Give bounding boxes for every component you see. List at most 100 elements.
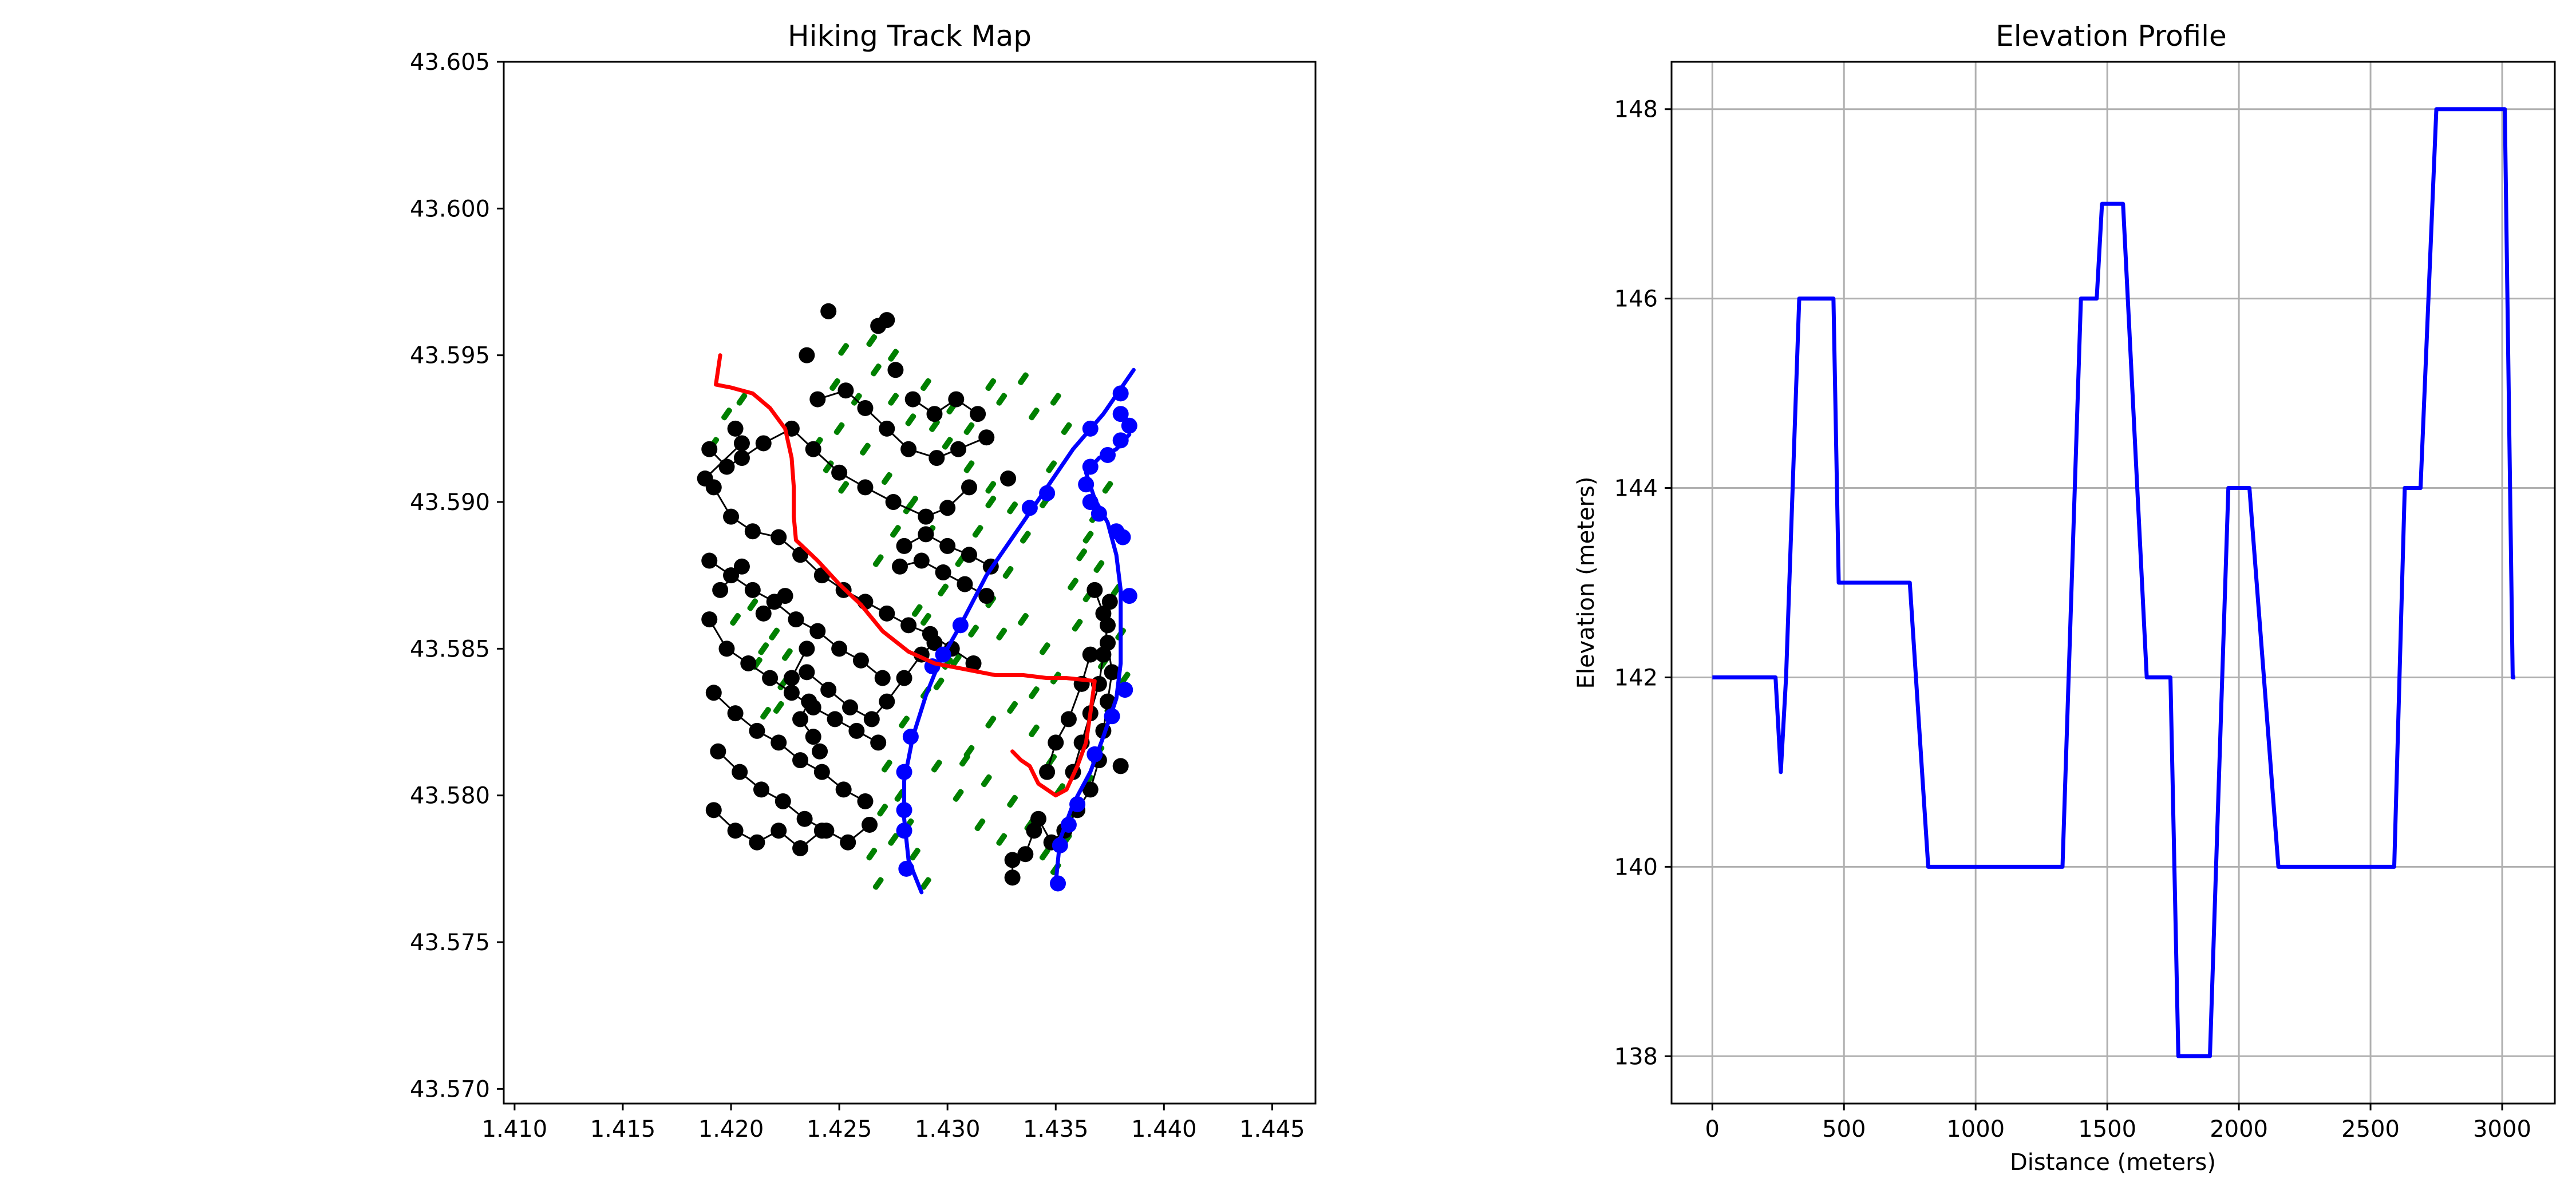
blue-marker (1117, 682, 1133, 698)
black-point (1048, 734, 1064, 751)
black-point (879, 420, 895, 437)
black-point (1000, 470, 1017, 487)
black-point (862, 816, 878, 833)
elevation-y-label: Elevation (meters) (1573, 477, 1599, 689)
blue-marker (1082, 458, 1099, 475)
green-point (758, 642, 769, 655)
black-point (879, 693, 895, 710)
green-point (781, 648, 793, 661)
black-point (799, 664, 815, 681)
black-point (749, 722, 765, 739)
black-point (701, 552, 718, 569)
blue-marker (898, 860, 915, 877)
black-point (950, 441, 967, 457)
black-point (904, 391, 921, 408)
map-series-1 (697, 303, 1129, 886)
black-point (837, 382, 854, 399)
green-point (1007, 501, 1018, 515)
black-point (805, 441, 821, 457)
black-point (879, 312, 895, 329)
green-point (872, 554, 884, 567)
blue-marker (1108, 523, 1125, 540)
black-point (771, 529, 787, 545)
green-point (1068, 578, 1078, 591)
black-point (775, 793, 791, 809)
black-point (1099, 617, 1116, 634)
green-point (730, 612, 741, 626)
green-point (1046, 460, 1057, 473)
green-point (1020, 531, 1031, 544)
black-point (697, 470, 713, 487)
map-plot-area (503, 61, 1317, 1105)
green-point (963, 422, 975, 435)
black-point (705, 685, 722, 701)
black-point (1086, 582, 1103, 598)
elevation-x-tick-label: 1000 (1946, 1116, 2005, 1142)
black-point (1060, 711, 1077, 727)
black-point (961, 547, 977, 563)
black-point (762, 670, 779, 686)
elevation-plot-area (1670, 61, 2556, 1105)
black-point (744, 582, 761, 598)
green-point (833, 422, 845, 435)
black-point (809, 623, 826, 639)
blue-marker (1086, 746, 1103, 762)
black-point (926, 406, 943, 422)
black-point (918, 526, 934, 543)
black-point (1099, 693, 1116, 710)
black-point (812, 743, 828, 760)
red-track-line (714, 353, 1097, 798)
green-point (1018, 612, 1029, 626)
black-point (813, 823, 830, 839)
green-point (872, 877, 884, 890)
black-point (771, 734, 787, 751)
elevation-grid (1672, 62, 2555, 1104)
blue-marker (1104, 708, 1120, 725)
black-point (727, 705, 744, 722)
black-point (1082, 781, 1099, 798)
green-point (981, 774, 992, 788)
green-point (838, 481, 850, 494)
blue-marker (896, 823, 912, 839)
green-point (760, 707, 771, 720)
green-point (920, 877, 931, 890)
green-point (1076, 548, 1088, 562)
black-point (755, 435, 772, 452)
black-point (891, 558, 908, 575)
black-point (978, 588, 995, 604)
elevation-series-layer (1712, 107, 2516, 1058)
black-point (1004, 852, 1021, 868)
black-point (712, 582, 729, 598)
elevation-x-tick-label: 2000 (2210, 1116, 2268, 1142)
blue-marker (1099, 446, 1116, 463)
black-point (1026, 823, 1042, 839)
black-point (755, 605, 772, 622)
green-point (899, 715, 910, 729)
green-point (953, 789, 964, 802)
map-y-tick-label: 43.595 (410, 343, 490, 369)
black-point (733, 435, 750, 452)
black-point (918, 508, 934, 525)
elevation-y-tick-label: 148 (1614, 97, 1658, 123)
map-x-tick-label: 1.410 (482, 1116, 548, 1142)
black-point (1039, 764, 1056, 780)
black-point (771, 823, 787, 839)
black-point (863, 711, 880, 727)
green-point (985, 481, 997, 494)
black-point (740, 655, 757, 671)
green-point (929, 419, 940, 432)
green-point (747, 598, 758, 611)
green-point (959, 754, 970, 767)
green-point (860, 442, 871, 456)
green-point (888, 833, 899, 846)
black-point (827, 711, 843, 727)
green-point (963, 460, 975, 473)
blue-marker (896, 764, 912, 780)
blue-marker (1069, 796, 1086, 813)
black-point (1004, 869, 1021, 886)
black-point (885, 494, 902, 511)
green-point (866, 334, 878, 347)
black-point (710, 743, 726, 760)
green-point (1007, 701, 1018, 714)
green-point (996, 627, 1008, 640)
